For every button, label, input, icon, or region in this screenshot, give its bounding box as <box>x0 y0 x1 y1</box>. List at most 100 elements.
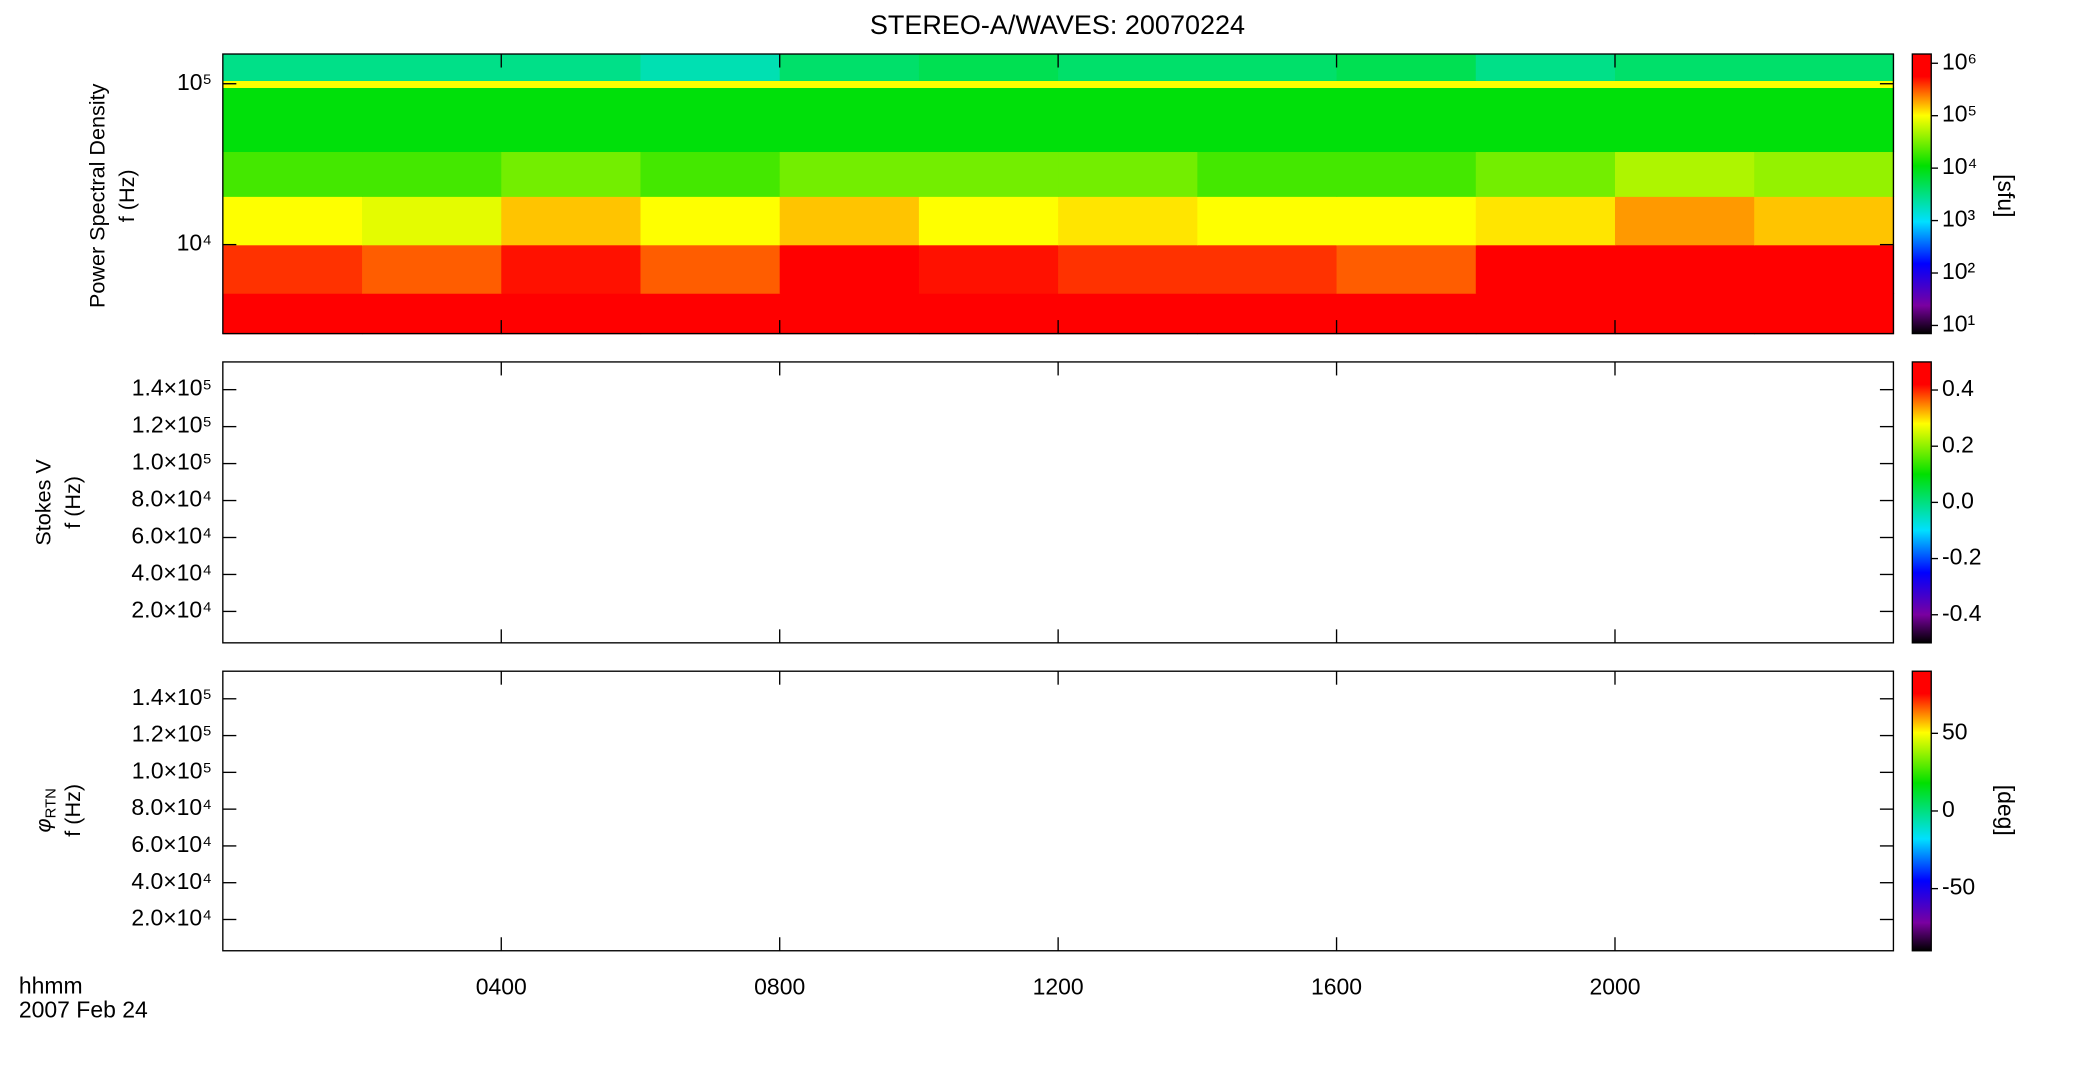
colorbar-tick-label: 10⁴ <box>1942 153 1977 179</box>
colorbar-label: [sfu] <box>1993 174 2019 217</box>
y-tick-label: 1.2×10⁵ <box>132 721 212 747</box>
heatmap-cell <box>501 293 642 335</box>
heatmap-cell <box>501 87 642 153</box>
heatmap-cell <box>779 87 920 153</box>
x-tick-label: 0400 <box>476 974 527 1000</box>
colorbar-tick-label: 50 <box>1942 718 1968 744</box>
colorbar-tick-label: -0.2 <box>1942 544 1982 570</box>
heatmap-cell <box>640 87 781 153</box>
y-tick-label: 1.4×10⁵ <box>132 684 212 710</box>
heatmap-cell <box>222 244 363 294</box>
y-tick-label: 1.4×10⁵ <box>132 375 212 401</box>
heatmap-cell <box>501 80 642 88</box>
heatmap-cell <box>501 151 642 197</box>
heatmap-cell <box>1058 293 1199 335</box>
heatmap-cell <box>362 244 502 294</box>
y-tick-label: 10⁴ <box>177 230 212 256</box>
heatmap-cell <box>640 244 781 294</box>
plot-frame <box>222 670 1895 952</box>
heatmap-cell <box>640 293 781 335</box>
heatmap-cell <box>1475 293 1616 335</box>
heatmap-cell <box>918 80 1059 88</box>
heatmap-cell <box>362 293 502 335</box>
heatmap-cell <box>1058 244 1199 294</box>
y-tick-label: 2.0×10⁴ <box>131 905 212 931</box>
heatmap-cell <box>918 196 1059 246</box>
heatmap-cell <box>222 80 363 88</box>
heatmap-cell <box>1336 80 1477 88</box>
heatmap-cell <box>640 196 781 246</box>
colorbar-tick-label: 10⁵ <box>1942 101 1977 127</box>
y-tick-label: 1.0×10⁵ <box>132 757 212 783</box>
heatmap-cell <box>1475 151 1616 197</box>
heatmap-cell <box>1754 293 1895 335</box>
heatmap-cell <box>1754 196 1895 246</box>
heatmap-cell <box>362 80 502 88</box>
heatmap-cell <box>1475 80 1616 88</box>
heatmap-cell <box>1197 54 1338 82</box>
y-tick-label: 8.0×10⁴ <box>131 486 212 512</box>
y-axis-label: f (Hz) <box>60 784 85 837</box>
colorbar-tick-label: 0.4 <box>1942 375 1974 401</box>
heatmap-cell <box>1754 80 1895 88</box>
heatmap-cell <box>1614 151 1755 197</box>
heatmap-cell <box>1197 196 1338 246</box>
y-tick-label: 8.0×10⁴ <box>131 794 212 820</box>
colorbar <box>1911 670 1932 952</box>
heatmap-cell <box>1754 87 1895 153</box>
heatmap-cell <box>779 293 920 335</box>
y-tick-label: 1.2×10⁵ <box>132 412 212 438</box>
colorbar-tick-label: 10² <box>1942 258 1976 284</box>
heatmap-cell <box>222 293 363 335</box>
heatmap-cell <box>918 87 1059 153</box>
x-axis-label: hhmm <box>19 972 83 998</box>
heatmap-cell <box>1197 244 1338 294</box>
x-tick-label: 0800 <box>754 974 805 1000</box>
heatmap-cell <box>1058 196 1199 246</box>
y-axis-label: Power Spectral Density <box>84 83 109 308</box>
x-tick-label: 1600 <box>1311 974 1362 1000</box>
heatmap-cell <box>222 87 363 153</box>
y-axis-label: f (Hz) <box>60 476 85 529</box>
heatmap-cell <box>1754 244 1895 294</box>
heatmap-cell <box>222 54 363 82</box>
colorbar-tick-label: 10³ <box>1942 206 1976 232</box>
heatmap-cell <box>918 54 1059 82</box>
colorbar-tick-label: 10¹ <box>1942 311 1976 337</box>
heatmap-cell <box>1614 80 1755 88</box>
y-tick-label: 4.0×10⁴ <box>131 560 212 586</box>
heatmap-cell <box>362 87 502 153</box>
heatmap-cell <box>640 151 781 197</box>
heatmap-cell <box>501 244 642 294</box>
y-tick-label: 6.0×10⁴ <box>131 523 212 549</box>
y-tick-label: 2.0×10⁴ <box>131 596 212 622</box>
heatmap-cell <box>1336 54 1477 82</box>
heatmap-cell <box>1614 54 1755 82</box>
heatmap-cell <box>362 54 502 82</box>
heatmap-cell <box>1336 87 1477 153</box>
heatmap-cell <box>222 196 363 246</box>
heatmap-cell <box>918 151 1059 197</box>
heatmap-cell <box>501 196 642 246</box>
colorbar-tick-label: -0.4 <box>1942 600 1982 626</box>
chart-title: STEREO-A/WAVES: 20070224 <box>870 10 1245 40</box>
heatmap-cell <box>362 151 502 197</box>
heatmap-cell <box>1336 293 1477 335</box>
heatmap-cell <box>779 54 920 82</box>
heatmap-cell <box>1058 151 1199 197</box>
heatmap-cell <box>1475 196 1616 246</box>
colorbar-tick-label: 0.2 <box>1942 431 1974 457</box>
colorbar <box>1911 361 1932 644</box>
heatmap-cell <box>1058 54 1199 82</box>
colorbar-tick-label: 0.0 <box>1942 487 1974 513</box>
y-tick-label: 6.0×10⁴ <box>131 831 212 857</box>
heatmap-cell <box>918 293 1059 335</box>
heatmap-cell <box>779 244 920 294</box>
heatmap-cell <box>640 54 781 82</box>
heatmap-cell <box>1614 244 1755 294</box>
heatmap-cell <box>1197 87 1338 153</box>
heatmap-cell <box>362 196 502 246</box>
heatmap-cell <box>1475 54 1616 82</box>
heatmap-cell <box>1475 244 1616 294</box>
